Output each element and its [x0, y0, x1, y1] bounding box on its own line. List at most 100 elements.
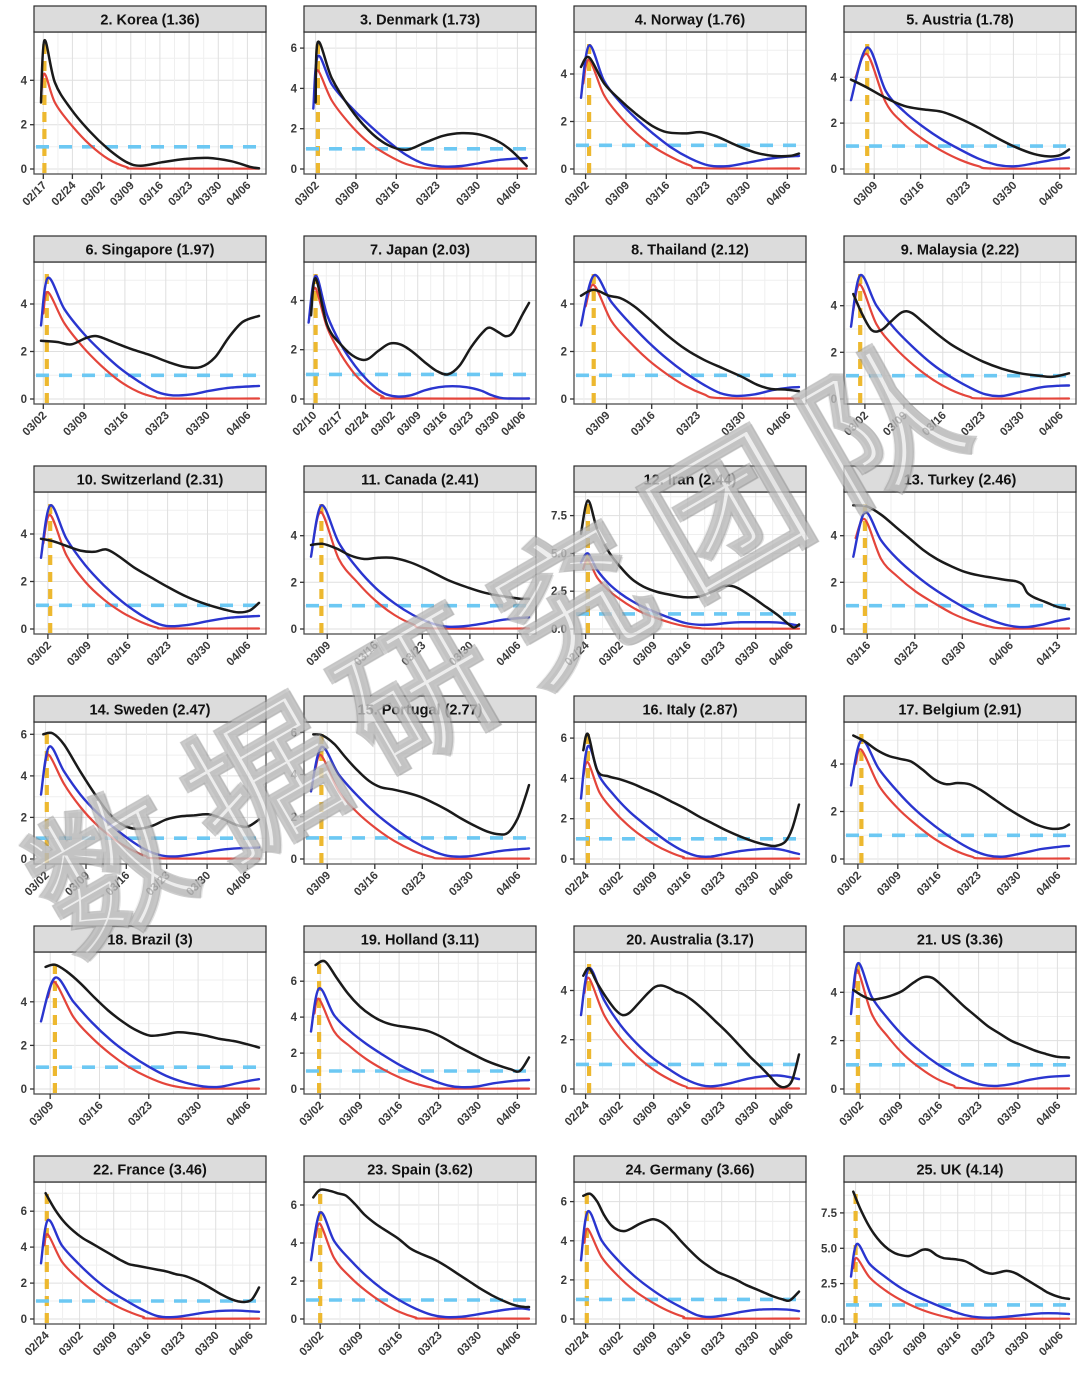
svg-text:03/23: 03/23: [400, 640, 429, 669]
svg-text:03/16: 03/16: [352, 870, 381, 899]
svg-text:03/16: 03/16: [125, 1330, 154, 1359]
chart-panel-austria: 5. Austria (1.78) 0 2 4 03/09 03/16 03/23 03/30…: [810, 0, 1080, 230]
observed-line-black: [39, 39, 261, 170]
chart-panel-germany: 24. Germany (3.66) 0 2 4 6 02/24 03/02 03/09 03/…: [540, 1150, 810, 1380]
grid-lines: [304, 492, 536, 634]
svg-text:03/09: 03/09: [875, 870, 904, 899]
panel-header: [573, 1155, 807, 1183]
model-line-red: [854, 517, 1071, 630]
panel-header: [573, 465, 807, 493]
panel-header: [33, 5, 267, 33]
panel-title: 6. Singapore (1.97): [86, 243, 215, 259]
panel-header: [843, 695, 1077, 723]
panel-title: 2. Korea (1.36): [100, 13, 199, 29]
svg-text:03/23: 03/23: [144, 870, 173, 899]
svg-text:03/09: 03/09: [304, 640, 333, 669]
svg-text:03/02: 03/02: [369, 410, 398, 439]
panel-header: [843, 465, 1077, 493]
svg-text:03/16: 03/16: [665, 1100, 694, 1129]
svg-text:0: 0: [831, 394, 837, 406]
svg-text:03/30: 03/30: [185, 640, 214, 669]
panel-title: 23. Spain (3.62): [367, 1163, 473, 1179]
svg-text:03/16: 03/16: [102, 410, 131, 439]
model-line-blue: [849, 274, 1071, 398]
svg-text:03/23: 03/23: [699, 1330, 728, 1359]
panel-title: 17. Belgium (2.91): [898, 703, 1021, 719]
panel-header: [303, 5, 537, 33]
model-line-red: [43, 753, 261, 860]
y-axis-labels: 0 2 4: [21, 75, 34, 176]
svg-text:2: 2: [831, 577, 837, 589]
svg-text:03/30: 03/30: [473, 410, 502, 439]
svg-text:03/30: 03/30: [733, 640, 762, 669]
y-axis-labels: 0 2 4: [21, 997, 34, 1096]
svg-text:04/06: 04/06: [1037, 180, 1066, 209]
svg-text:2: 2: [561, 1035, 567, 1047]
svg-text:03/30: 03/30: [454, 180, 483, 209]
grid-lines: [34, 722, 266, 864]
svg-text:04/06: 04/06: [1035, 1100, 1064, 1129]
svg-text:03/02: 03/02: [293, 180, 322, 209]
svg-text:03/23: 03/23: [126, 1100, 155, 1129]
panel-header: [843, 235, 1077, 263]
svg-text:03/16: 03/16: [898, 180, 927, 209]
svg-text:03/16: 03/16: [421, 410, 450, 439]
y-axis-labels: 0 2 4: [561, 69, 574, 176]
svg-text:2: 2: [561, 1275, 567, 1287]
grid-lines: [844, 32, 1076, 174]
svg-text:03/16: 03/16: [935, 1330, 964, 1359]
svg-text:03/02: 03/02: [597, 1100, 626, 1129]
svg-text:2: 2: [831, 1036, 837, 1048]
svg-text:0: 0: [561, 854, 567, 866]
x-axis-labels: 02/17 02/24 03/02 03/09 03/16 03/23 03/30 04/06: [21, 174, 254, 208]
panel-title: 14. Sweden (2.47): [90, 703, 211, 719]
svg-text:03/16: 03/16: [104, 870, 133, 899]
svg-text:03/16: 03/16: [352, 640, 381, 669]
svg-text:03/09: 03/09: [333, 180, 362, 209]
svg-text:03/30: 03/30: [995, 870, 1024, 899]
y-axis-labels: 0 2 4: [21, 299, 34, 406]
svg-text:4: 4: [561, 986, 568, 998]
svg-text:0: 0: [831, 1084, 837, 1096]
observed-line-black: [852, 734, 1071, 831]
observed-line-black: [579, 499, 801, 629]
svg-text:03/23: 03/23: [416, 1330, 445, 1359]
y-axis-labels: 0 2 4: [831, 759, 844, 866]
svg-text:02/24: 02/24: [563, 1329, 592, 1358]
y-axis-labels: 0.0 2.5 5.0 7.5: [551, 511, 574, 636]
svg-text:03/02: 03/02: [25, 640, 54, 669]
y-axis-labels: 0 2 4: [831, 987, 844, 1096]
svg-text:2: 2: [831, 347, 837, 359]
svg-text:2: 2: [21, 1278, 27, 1290]
svg-text:04/06: 04/06: [495, 1100, 524, 1129]
observed-line-black: [39, 314, 261, 370]
panel-title: 3. Denmark (1.73): [360, 13, 480, 29]
svg-text:03/02: 03/02: [597, 870, 626, 899]
svg-text:6: 6: [291, 976, 297, 988]
model-line-red: [42, 290, 261, 400]
grid-lines: [574, 492, 806, 634]
svg-text:2: 2: [21, 577, 27, 589]
svg-text:03/09: 03/09: [108, 180, 137, 209]
svg-text:2: 2: [561, 117, 567, 129]
model-line-blue: [39, 504, 261, 628]
panel-title: 12. Iran (2.44): [644, 473, 737, 489]
svg-text:2: 2: [21, 347, 27, 359]
svg-text:4: 4: [21, 997, 28, 1009]
model-line-blue: [579, 552, 801, 627]
svg-text:03/09: 03/09: [901, 1330, 930, 1359]
svg-text:03/30: 03/30: [733, 1330, 762, 1359]
x-axis-labels: 02/24 03/02 03/09 03/16 03/23 03/30 04/06: [563, 634, 796, 668]
svg-text:04/06: 04/06: [1037, 410, 1066, 439]
svg-text:03/16: 03/16: [665, 640, 694, 669]
model-line-blue: [579, 744, 801, 858]
x-axis-labels: 03/02 03/09 03/16 03/23 03/30 04/06: [297, 1094, 524, 1129]
panel-header: [573, 695, 807, 723]
chart-panel-iran: 12. Iran (2.44) 0.0 2.5 5.0 7.5 02/24 03/02 03/…: [540, 460, 810, 690]
model-line-red: [853, 968, 1071, 1090]
svg-text:02/24: 02/24: [563, 1099, 592, 1128]
svg-text:4: 4: [291, 531, 298, 543]
svg-text:03/23: 03/23: [684, 180, 713, 209]
svg-text:03/23: 03/23: [674, 410, 703, 439]
svg-text:0: 0: [21, 164, 27, 176]
